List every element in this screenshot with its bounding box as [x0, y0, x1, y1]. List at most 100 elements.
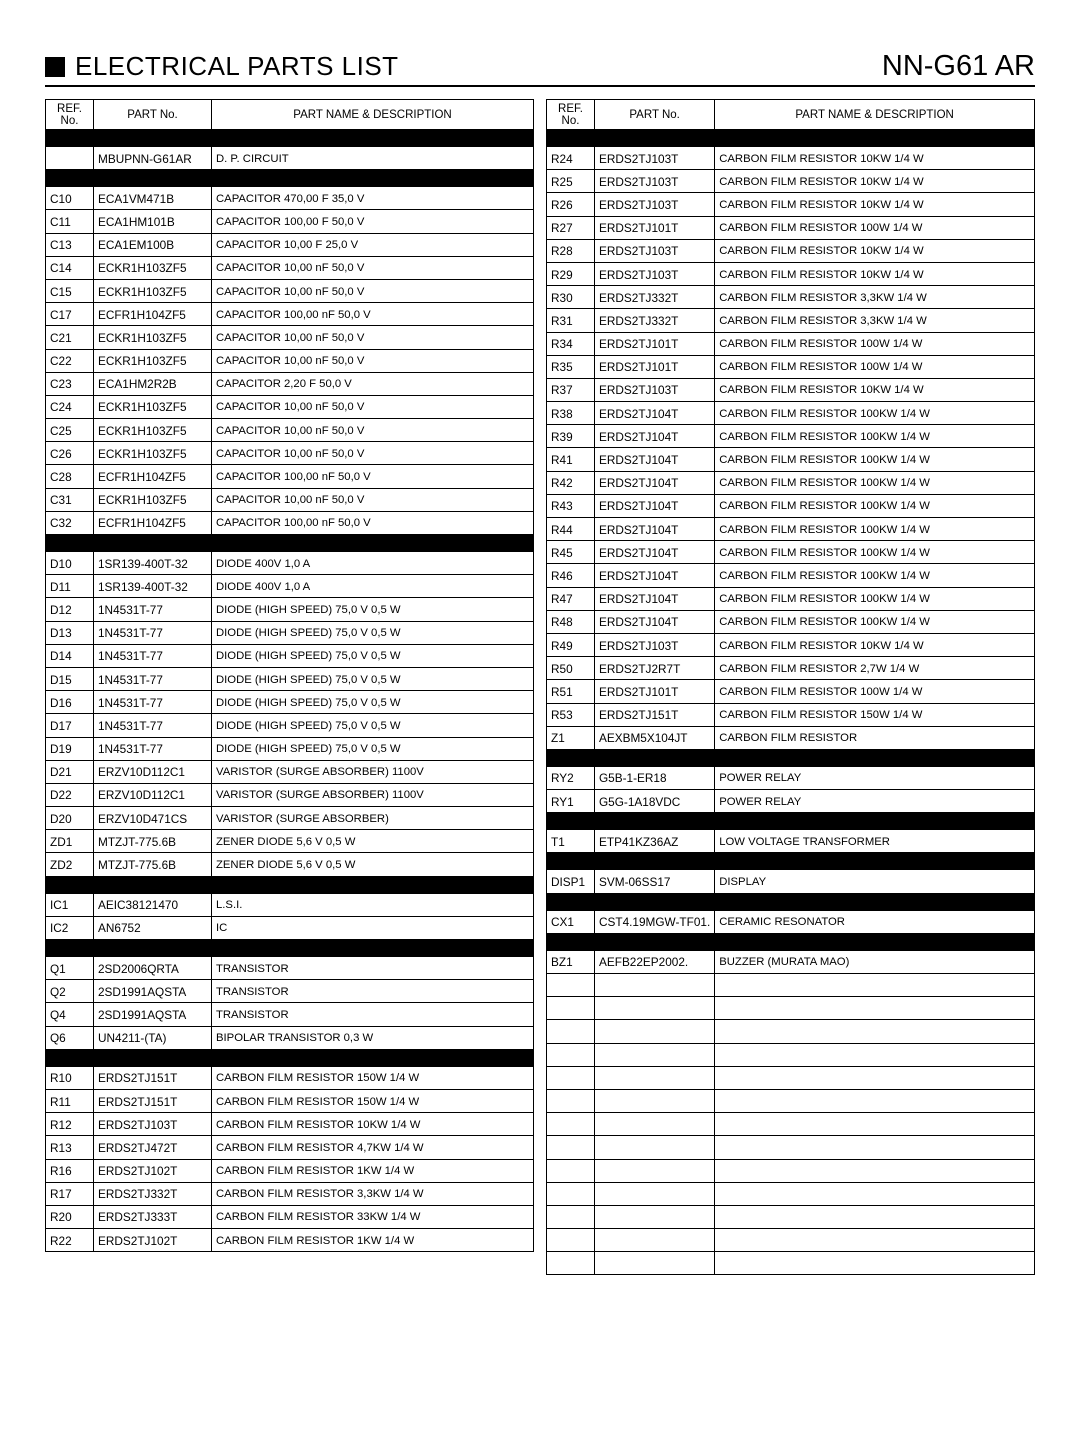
- part-cell: [595, 1229, 715, 1252]
- desc-cell: CARBON FILM RESISTOR 100W 1/4 W: [715, 355, 1035, 378]
- table-row: R29ERDS2TJ103TCARBON FILM RESISTOR 10KW …: [547, 262, 1035, 285]
- table-row: R11ERDS2TJ151TCARBON FILM RESISTOR 150W …: [46, 1089, 534, 1112]
- desc-cell: CARBON FILM RESISTOR 100W 1/4 W: [715, 680, 1035, 703]
- ref-cell: [46, 147, 94, 170]
- part-cell: MTZJT-775.6B: [94, 830, 212, 853]
- ref-cell: CX1: [547, 910, 595, 933]
- desc-cell: POWER RELAY: [715, 790, 1035, 813]
- ref-cell: R35: [547, 355, 595, 378]
- separator-cell: [715, 749, 1035, 766]
- part-cell: 1N4531T-77: [94, 714, 212, 737]
- ref-cell: D21: [46, 760, 94, 783]
- separator-cell: [547, 933, 595, 950]
- part-cell: ERDS2TJ2R7T: [595, 657, 715, 680]
- desc-cell: CARBON FILM RESISTOR 4,7KW 1/4 W: [212, 1136, 534, 1159]
- desc-cell: CARBON FILM RESISTOR 10KW 1/4 W: [715, 633, 1035, 656]
- table-row: R44ERDS2TJ104TCARBON FILM RESISTOR 100KW…: [547, 518, 1035, 541]
- separator-cell: [94, 130, 212, 147]
- separator-cell: [46, 130, 94, 147]
- desc-cell: CARBON FILM RESISTOR 100KW 1/4 W: [715, 564, 1035, 587]
- desc-cell: CARBON FILM RESISTOR 100KW 1/4 W: [715, 587, 1035, 610]
- part-cell: AN6752: [94, 916, 212, 939]
- desc-cell: CAPACITOR 100,00 nF 50,0 V: [212, 511, 534, 534]
- ref-cell: R49: [547, 633, 595, 656]
- part-cell: 2SD1991AQSTA: [94, 1003, 212, 1026]
- part-cell: ERDS2TJ104T: [595, 448, 715, 471]
- table-row: RY1G5G-1A18VDCPOWER RELAY: [547, 790, 1035, 813]
- table-row: R50ERDS2TJ2R7TCARBON FILM RESISTOR 2,7W …: [547, 657, 1035, 680]
- part-cell: 2SD1991AQSTA: [94, 980, 212, 1003]
- part-cell: [595, 1066, 715, 1089]
- desc-cell: DIODE (HIGH SPEED) 75,0 V 0,5 W: [212, 714, 534, 737]
- separator-cell: [547, 749, 595, 766]
- table-row: [547, 1066, 1035, 1089]
- table-row: R45ERDS2TJ104TCARBON FILM RESISTOR 100KW…: [547, 541, 1035, 564]
- table-row: D101SR139-400T-32DIODE 400V 1,0 A: [46, 552, 534, 575]
- ref-cell: R20: [46, 1205, 94, 1228]
- desc-cell: ZENER DIODE 5,6 V 0,5 W: [212, 830, 534, 853]
- ref-cell: C10: [46, 187, 94, 210]
- table-row: D131N4531T-77DIODE (HIGH SPEED) 75,0 V 0…: [46, 621, 534, 644]
- desc-cell: [715, 1066, 1035, 1089]
- right-column: REF. No. PART No. PART NAME & DESCRIPTIO…: [546, 99, 1035, 1275]
- ref-cell: R39: [547, 425, 595, 448]
- desc-cell: VARISTOR (SURGE ABSORBER): [212, 807, 534, 830]
- part-cell: ERDS2TJ332T: [595, 286, 715, 309]
- table-row: [547, 1159, 1035, 1182]
- ref-cell: C23: [46, 372, 94, 395]
- ref-cell: [547, 1182, 595, 1205]
- separator-cell: [595, 853, 715, 870]
- table-row: [46, 940, 534, 957]
- desc-cell: CAPACITOR 100,00 F 50,0 V: [212, 210, 534, 233]
- table-row: R10ERDS2TJ151TCARBON FILM RESISTOR 150W …: [46, 1066, 534, 1089]
- ref-cell: D15: [46, 667, 94, 690]
- desc-cell: CARBON FILM RESISTOR 150W 1/4 W: [715, 703, 1035, 726]
- desc-cell: DIODE (HIGH SPEED) 75,0 V 0,5 W: [212, 691, 534, 714]
- table-row: R24ERDS2TJ103TCARBON FILM RESISTOR 10KW …: [547, 147, 1035, 170]
- desc-cell: DIODE (HIGH SPEED) 75,0 V 0,5 W: [212, 644, 534, 667]
- table-row: D151N4531T-77DIODE (HIGH SPEED) 75,0 V 0…: [46, 667, 534, 690]
- table-row: R13ERDS2TJ472TCARBON FILM RESISTOR 4,7KW…: [46, 1136, 534, 1159]
- part-cell: ERDS2TJ472T: [94, 1136, 212, 1159]
- part-cell: ERDS2TJ103T: [595, 170, 715, 193]
- part-cell: [595, 997, 715, 1020]
- part-cell: [595, 1182, 715, 1205]
- ref-cell: R25: [547, 170, 595, 193]
- separator-cell: [94, 940, 212, 957]
- desc-cell: CAPACITOR 10,00 nF 50,0 V: [212, 279, 534, 302]
- desc-cell: [715, 1043, 1035, 1066]
- ref-cell: Q4: [46, 1003, 94, 1026]
- part-cell: MBUPNN-G61AR: [94, 147, 212, 170]
- ref-cell: [547, 1229, 595, 1252]
- ref-cell: C13: [46, 233, 94, 256]
- table-row: CX1CST4.19MGW-TF01.CERAMIC RESONATOR: [547, 910, 1035, 933]
- part-cell: ECKR1H103ZF5: [94, 326, 212, 349]
- ref-cell: ZD2: [46, 853, 94, 876]
- table-row: [547, 853, 1035, 870]
- desc-cell: CAPACITOR 100,00 nF 50,0 V: [212, 465, 534, 488]
- table-row: ZD1MTZJT-775.6BZENER DIODE 5,6 V 0,5 W: [46, 830, 534, 853]
- desc-cell: CARBON FILM RESISTOR 2,7W 1/4 W: [715, 657, 1035, 680]
- part-cell: ERDS2TJ332T: [94, 1182, 212, 1205]
- desc-cell: CARBON FILM RESISTOR 100KW 1/4 W: [715, 494, 1035, 517]
- part-cell: ERDS2TJ103T: [595, 193, 715, 216]
- table-header-row: REF. No. PART No. PART NAME & DESCRIPTIO…: [547, 100, 1035, 130]
- part-cell: ERDS2TJ102T: [94, 1229, 212, 1252]
- table-row: D191N4531T-77DIODE (HIGH SPEED) 75,0 V 0…: [46, 737, 534, 760]
- part-cell: ERDS2TJ101T: [595, 680, 715, 703]
- table-row: R35ERDS2TJ101TCARBON FILM RESISTOR 100W …: [547, 355, 1035, 378]
- part-cell: 1N4531T-77: [94, 644, 212, 667]
- separator-cell: [212, 876, 534, 893]
- table-row: Z1AEXBM5X104JTCARBON FILM RESISTOR: [547, 726, 1035, 749]
- ref-cell: IC1: [46, 893, 94, 916]
- part-cell: ECFR1H104ZF5: [94, 303, 212, 326]
- separator-cell: [547, 813, 595, 830]
- table-row: R48ERDS2TJ104TCARBON FILM RESISTOR 100KW…: [547, 610, 1035, 633]
- part-cell: ERDS2TJ104T: [595, 541, 715, 564]
- ref-cell: R47: [547, 587, 595, 610]
- separator-cell: [46, 535, 94, 552]
- desc-cell: CAPACITOR 100,00 nF 50,0 V: [212, 303, 534, 326]
- table-row: R26ERDS2TJ103TCARBON FILM RESISTOR 10KW …: [547, 193, 1035, 216]
- table-row: R30ERDS2TJ332TCARBON FILM RESISTOR 3,3KW…: [547, 286, 1035, 309]
- ref-cell: C15: [46, 279, 94, 302]
